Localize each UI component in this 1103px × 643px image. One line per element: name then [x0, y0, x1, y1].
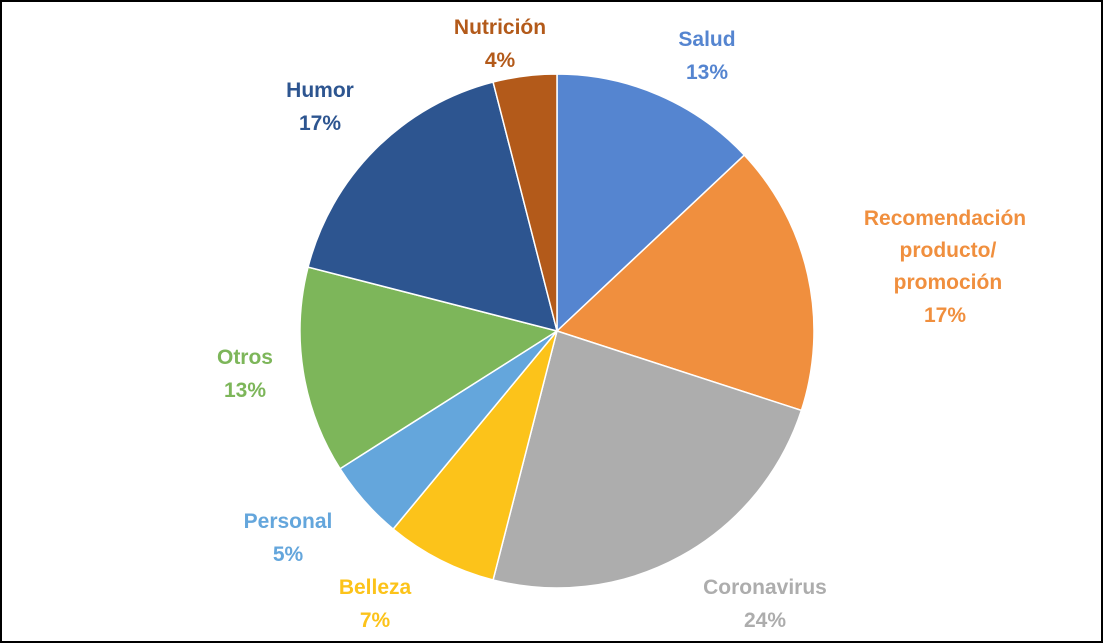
pie-slice: [307, 81, 559, 333]
category-label: Otros: [217, 346, 273, 369]
slice-label: Personal 5%: [244, 510, 333, 566]
value-label: 17%: [924, 304, 966, 327]
slice-label: Salud 13%: [678, 28, 735, 84]
category-label: Recomendación producto/ promoción: [864, 207, 1026, 294]
value-label: 24%: [744, 609, 786, 632]
slice-label: Coronavirus 24%: [703, 576, 827, 632]
slice-label: Humor 17%: [286, 79, 354, 135]
slice-label: Nutrición 4%: [454, 16, 546, 72]
category-label: Nutrición: [454, 16, 546, 39]
pie-slice: [299, 266, 559, 470]
pie-slice: [492, 73, 558, 332]
slice-label: Belleza 7%: [339, 576, 412, 632]
pie-slice: [492, 330, 803, 589]
value-label: 4%: [485, 49, 516, 72]
category-label: Coronavirus: [703, 576, 827, 599]
category-label: Salud: [678, 28, 735, 51]
value-label: 17%: [299, 112, 341, 135]
pie-slice: [392, 330, 558, 581]
value-label: 7%: [360, 609, 391, 632]
slice-label: Recomendación producto/ promoción 17%: [864, 207, 1026, 327]
pie-slice: [556, 73, 746, 333]
category-label: Humor: [286, 79, 354, 102]
slice-label: Otros 13%: [217, 346, 273, 402]
category-label: Belleza: [339, 576, 412, 599]
pie-slice: [555, 154, 815, 412]
value-label: 5%: [273, 543, 304, 566]
value-label: 13%: [686, 61, 728, 84]
category-label: Personal: [244, 510, 333, 533]
value-label: 13%: [224, 379, 266, 402]
